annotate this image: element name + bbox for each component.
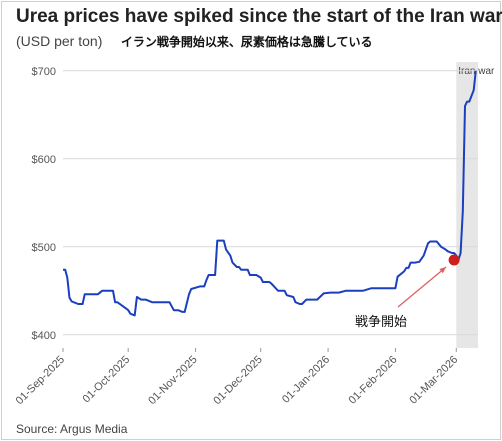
war-start-annotation: 戦争開始 [355,315,407,330]
y-tick-label: $400 [32,330,56,342]
x-tick-label: 01-Oct-2025 [81,354,133,406]
annotation-arrow [397,266,447,308]
y-tick-label: $500 [32,242,56,254]
x-tick-label: 01-Dec-2025 [211,354,264,407]
war-start-marker [448,254,460,266]
y-tick-label: $600 [32,154,56,166]
x-tick-label: 01-Mar-2026 [407,354,460,407]
x-tick-label: 01-Feb-2026 [347,354,400,407]
source-note: Source: Argus Media [16,422,128,436]
x-tick-label: 01-Nov-2025 [146,354,199,407]
annotation-arrowhead [439,267,447,274]
chart-subtitle: (USD per ton) [16,33,103,49]
subtitle-row: (USD per ton) イラン戦争開始以来、尿素価格は急騰している [16,33,372,51]
x-tick-label: 01-Sep-2025 [14,354,67,407]
x-tick-label: 01-Jan-2026 [280,354,332,406]
shaded-region [456,62,478,348]
chart-subtitle-japanese: イラン戦争開始以来、尿素価格は急騰している [120,35,373,49]
y-tick-label: $700 [32,66,56,78]
chart-title: Urea prices have spiked since the start … [16,6,502,27]
series-line-urea-price [63,70,477,317]
